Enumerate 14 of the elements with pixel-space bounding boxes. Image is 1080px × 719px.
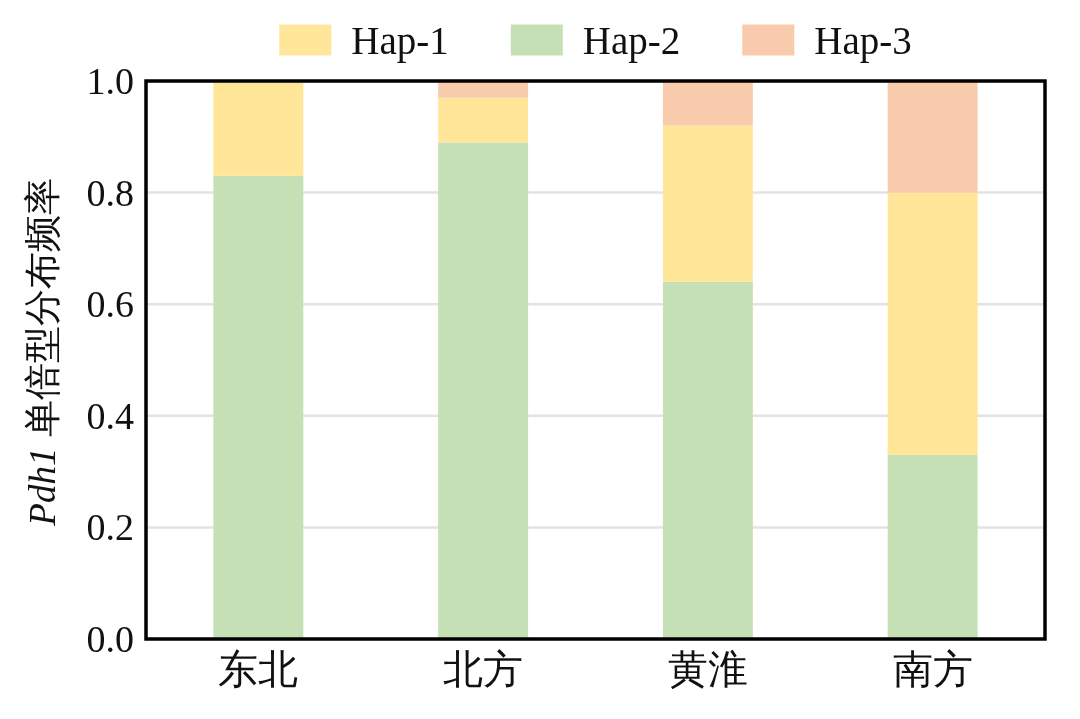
legend-label: Hap-2 <box>582 18 681 62</box>
xtick: 南方 <box>892 647 973 691</box>
ytick: 0.4 <box>86 394 134 437</box>
legend-label: Hap-3 <box>814 18 912 62</box>
xtick: 黄淮 <box>667 647 748 691</box>
ylabel: Pdh1 单倍型分布频率 <box>21 178 63 526</box>
xtick: 东北 <box>218 647 299 691</box>
ytick: 1.0 <box>86 60 134 102</box>
ytick: 0.2 <box>86 506 134 549</box>
xtick: 北方 <box>443 647 524 691</box>
legend-label: Hap-1 <box>351 18 449 62</box>
ytick: 0.8 <box>86 171 134 214</box>
ytick: 0.0 <box>86 618 134 660</box>
ytick: 0.6 <box>86 283 134 326</box>
